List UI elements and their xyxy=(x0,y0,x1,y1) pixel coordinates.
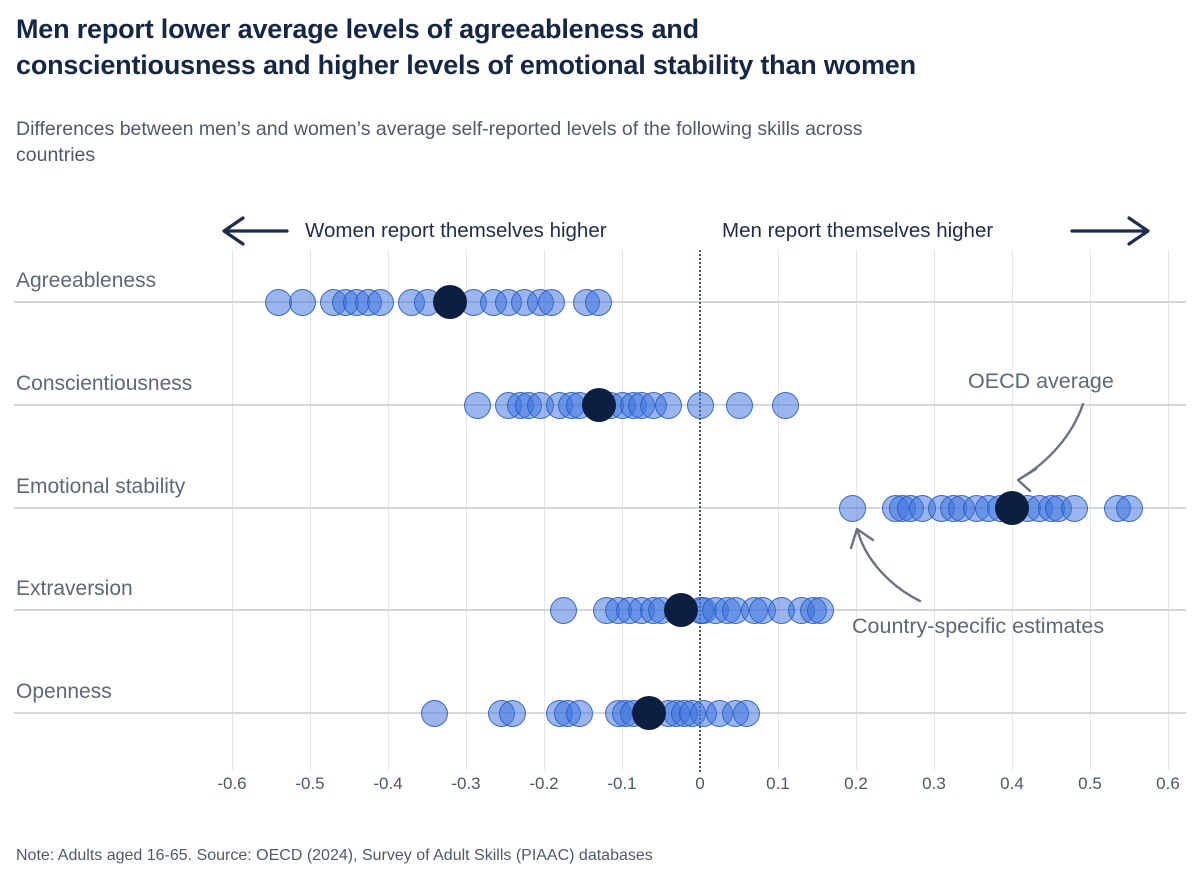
country-dot xyxy=(733,699,761,727)
chart-title: Men report lower average levels of agree… xyxy=(16,14,916,80)
country-dot xyxy=(807,596,835,624)
direction-label-men: Men report themselves higher xyxy=(722,219,994,242)
country-dot xyxy=(265,288,293,316)
x-tick-label: 0.5 xyxy=(1078,774,1102,793)
x-tick-label: 0.2 xyxy=(844,774,868,793)
x-tick-label: -0.5 xyxy=(295,774,325,793)
x-tick-label: 0.1 xyxy=(766,774,790,793)
oecd-average-arrow xyxy=(1016,402,1085,493)
x-gridline xyxy=(1167,250,1169,770)
country-dot xyxy=(655,391,683,419)
category-label: Extraversion xyxy=(16,577,133,600)
country-estimates-annotation: Country-specific estimates xyxy=(852,614,1105,638)
zero-reference-line xyxy=(699,250,701,772)
x-tick-label: -0.2 xyxy=(529,774,559,793)
oecd-average-annotation: OECD average xyxy=(968,369,1114,393)
x-tick-label: -0.4 xyxy=(373,774,403,793)
x-gridline xyxy=(777,250,779,770)
country-dot xyxy=(538,288,566,316)
oecd-average-dot xyxy=(663,593,698,627)
country-dot xyxy=(585,288,613,316)
country-dot xyxy=(288,288,316,316)
oecd-average-dot xyxy=(632,696,667,730)
country-dot xyxy=(366,288,394,316)
right-direction-arrow xyxy=(1070,216,1150,246)
category-label: Conscientiousness xyxy=(16,372,193,395)
chart-subtitle: Differences between men’s and women’s av… xyxy=(16,118,863,167)
x-tick-label: -0.1 xyxy=(607,774,637,793)
country-dot xyxy=(421,699,449,727)
country-dot xyxy=(772,391,800,419)
oecd-average-dot xyxy=(581,388,616,422)
direction-label-women: Women report themselves higher xyxy=(305,219,607,242)
row-baseline xyxy=(14,507,1186,509)
country-estimates-arrow xyxy=(849,527,922,603)
x-tick-label: 0 xyxy=(695,774,705,793)
x-gridline xyxy=(621,250,623,770)
oecd-average-dot xyxy=(995,491,1029,525)
left-direction-arrow xyxy=(222,216,289,246)
country-dot xyxy=(1060,494,1088,522)
x-tick-label: 0.6 xyxy=(1156,774,1180,793)
country-dot xyxy=(464,391,492,419)
country-dot xyxy=(1115,494,1143,522)
x-gridline xyxy=(387,250,389,770)
source-note: Note: Adults aged 16-65. Source: OECD (2… xyxy=(16,847,653,864)
country-dot xyxy=(550,596,577,624)
row-baseline xyxy=(14,712,1186,714)
country-dot xyxy=(565,699,593,727)
category-label: Openness xyxy=(16,680,112,703)
category-label: Agreeableness xyxy=(16,269,157,292)
x-gridline xyxy=(465,250,467,770)
country-dot xyxy=(686,391,714,419)
x-gridline xyxy=(1089,250,1091,770)
oecd-average-dot xyxy=(433,285,468,319)
country-dot xyxy=(838,494,866,522)
country-dot xyxy=(499,699,527,727)
x-gridline xyxy=(309,250,311,770)
x-tick-label: 0.4 xyxy=(1000,774,1024,793)
x-gridline xyxy=(231,250,233,770)
country-dot xyxy=(725,391,753,419)
x-gridline xyxy=(543,250,545,770)
x-tick-label: 0.3 xyxy=(922,774,946,793)
x-tick-label: -0.6 xyxy=(217,774,247,793)
category-label: Emotional stability xyxy=(16,475,186,498)
x-tick-label: -0.3 xyxy=(451,774,481,793)
